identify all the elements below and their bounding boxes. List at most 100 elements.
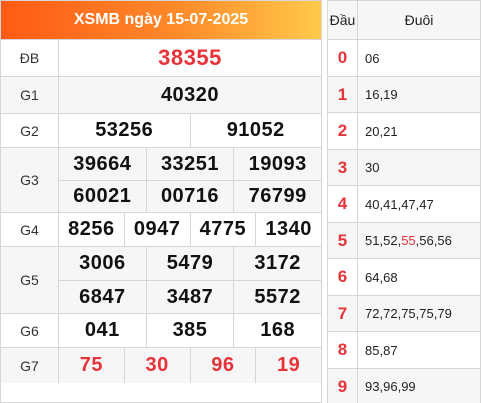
prize-number: 5572 — [233, 281, 321, 313]
loto-duoi-value: 99 — [401, 379, 416, 394]
prize-number: 19 — [255, 348, 321, 383]
loto-duoi-value: 40 — [365, 196, 380, 212]
prize-number: 041 — [84, 319, 120, 341]
prize-number: 3487 — [145, 281, 234, 313]
loto-duoi: 06 — [358, 40, 480, 76]
prize-number: 39664 — [73, 152, 132, 175]
prize-number: 8256 — [68, 218, 115, 240]
loto-row: 4 40, 41, 47, 47 — [328, 185, 480, 222]
prize-row-g2: G2 53256 91052 — [1, 113, 321, 147]
loto-dau: 5 — [328, 222, 358, 259]
prize-number: 30 — [123, 348, 190, 383]
prize-number: 76799 — [233, 181, 321, 212]
loto-duoi: 20, 21 — [365, 123, 398, 139]
loto-duoi: 72, 72, 75, 75, 79 — [365, 306, 452, 321]
loto-duoi: 51, 52, 55, 56, 56 — [365, 233, 452, 248]
prize-number: 40320 — [160, 83, 220, 106]
prize-number: 4775 — [189, 213, 256, 246]
prize-number: 60021 — [73, 185, 132, 207]
prize-label: G1 — [1, 77, 59, 113]
loto-row: 8 85, 87 — [328, 331, 480, 368]
loto-duoi-value: 56 — [437, 233, 452, 248]
loto-duoi-value: 55 — [401, 233, 416, 248]
prize-number: 00716 — [145, 181, 234, 212]
prize-row-g7: G7 75 30 96 19 — [1, 347, 321, 383]
prize-label: G7 — [1, 348, 59, 383]
prize-label: G6 — [1, 314, 59, 347]
loto-duoi-value: 41 — [383, 196, 398, 212]
loto-dau: 0 — [328, 40, 358, 76]
loto-duoi-value: 75 — [419, 306, 434, 321]
prize-row-g3: G3 39664 33251 19093 60021 00716 76799 — [1, 147, 321, 212]
prize-row-g4: G4 8256 0947 4775 1340 — [1, 212, 321, 246]
loto-duoi-value: 72 — [365, 306, 380, 321]
prize-number: 168 — [233, 314, 321, 347]
prize-row-g6: G6 041 385 168 — [1, 313, 321, 347]
loto-row: 5 51, 52, 55, 56, 56 — [328, 221, 480, 259]
loto-header: Đầu Đuôi — [328, 1, 480, 39]
loto-dau: 8 — [328, 332, 358, 368]
loto-duoi-value: 51 — [365, 233, 380, 248]
loto-row: 7 72, 72, 75, 75, 79 — [328, 294, 480, 332]
loto-duoi: 93, 96, 99 — [365, 379, 416, 394]
prize-number: 19093 — [233, 148, 321, 180]
prize-label: ĐB — [1, 40, 59, 76]
loto-duoi: 40, 41, 47, 47 — [365, 196, 434, 212]
prize-number: 6847 — [79, 285, 126, 308]
loto-header-dau: Đầu — [328, 1, 358, 39]
loto-duoi-value: 47 — [401, 196, 416, 212]
loto-duoi: 64, 68 — [365, 269, 398, 285]
loto-duoi-value: 87 — [383, 342, 398, 358]
loto-dau: 3 — [328, 149, 358, 186]
prize-row-g5: G5 3006 5479 3172 6847 3487 5572 — [1, 246, 321, 313]
prize-number: 33251 — [145, 148, 234, 180]
loto-row: 0 06 — [328, 39, 480, 76]
loto-duoi-value: 19 — [383, 87, 398, 102]
loto-dau: 7 — [328, 295, 358, 332]
loto-duoi: 16, 19 — [365, 87, 398, 102]
loto-dau: 1 — [328, 76, 358, 113]
prize-number: 3172 — [233, 247, 321, 280]
results-table: XSMB ngày 15-07-2025 ĐB 38355 G1 40320 G… — [0, 0, 322, 403]
loto-duoi-value: 56 — [419, 233, 434, 248]
loto-duoi-value: 79 — [437, 306, 452, 321]
prize-label: G2 — [1, 114, 59, 147]
special-prize-number: 38355 — [158, 45, 222, 70]
loto-row: 6 64, 68 — [328, 258, 480, 295]
prize-row-g1: G1 40320 — [1, 76, 321, 113]
loto-dau: 6 — [328, 259, 358, 295]
loto-duoi-value: 96 — [383, 379, 398, 394]
prize-number: 53256 — [95, 119, 154, 141]
loto-duoi: 30 — [358, 150, 480, 186]
prize-number: 75 — [79, 354, 103, 376]
prize-label: G3 — [1, 148, 59, 212]
loto-duoi-value: 64 — [365, 269, 380, 285]
loto-duoi-value: 47 — [419, 196, 434, 212]
prize-number: 0947 — [123, 213, 190, 246]
loto-header-duoi: Đuôi — [404, 12, 434, 28]
loto-duoi-value: 21 — [383, 123, 398, 139]
prize-row-db: ĐB 38355 — [1, 39, 321, 76]
results-title: XSMB ngày 15-07-2025 — [1, 1, 321, 39]
prize-number: 385 — [145, 314, 234, 347]
prize-number: 91052 — [189, 114, 322, 147]
loto-duoi-value: 16 — [365, 87, 380, 102]
prize-number: 1340 — [255, 213, 321, 246]
prize-label: G5 — [1, 247, 59, 313]
prize-number: 5479 — [145, 247, 234, 280]
loto-duoi-value: 72 — [383, 306, 398, 321]
loto-duoi-value: 52 — [383, 233, 398, 248]
loto-dau: 4 — [328, 186, 358, 222]
loto-duoi-value: 68 — [383, 269, 398, 285]
prize-number: 96 — [189, 348, 256, 383]
loto-table: Đầu Đuôi 0 06 1 16, 19 2 20, 21 3 30 4 40, 41, 47… — [327, 0, 481, 403]
loto-duoi-value: 75 — [401, 306, 416, 321]
loto-row: 1 16, 19 — [328, 75, 480, 113]
loto-dau: 9 — [328, 368, 358, 403]
prize-label: G4 — [1, 213, 59, 246]
loto-dau: 2 — [328, 113, 358, 149]
loto-duoi-value: 30 — [365, 160, 380, 175]
loto-row: 2 20, 21 — [328, 112, 480, 149]
loto-duoi-value: 85 — [365, 342, 380, 358]
loto-row: 9 93, 96, 99 — [328, 367, 480, 403]
